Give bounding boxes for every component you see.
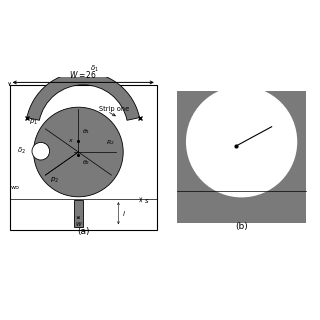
Bar — [74, 200, 83, 227]
Circle shape — [186, 86, 297, 197]
Text: $p_1$: $p_1$ — [29, 118, 38, 127]
Text: $s$: $s$ — [144, 197, 149, 205]
Text: $w$: $w$ — [75, 220, 82, 228]
Text: $p_2$: $p_2$ — [50, 176, 59, 185]
Text: $R_2$: $R_2$ — [106, 138, 114, 147]
Text: $x$: $x$ — [68, 137, 74, 143]
Text: wo: wo — [11, 185, 20, 190]
Circle shape — [32, 142, 50, 160]
Text: $l$: $l$ — [122, 209, 125, 218]
Text: $W = 26$: $W = 26$ — [69, 69, 97, 80]
Text: (b): (b) — [235, 222, 248, 231]
Text: (a): (a) — [77, 227, 90, 236]
Text: $\theta_2$: $\theta_2$ — [82, 158, 90, 167]
Bar — [177, 91, 306, 223]
Text: $\delta_1$: $\delta_1$ — [90, 64, 99, 74]
Text: Strip one: Strip one — [99, 106, 130, 112]
Circle shape — [34, 107, 123, 197]
Text: $\delta_2$: $\delta_2$ — [17, 146, 26, 156]
Wedge shape — [27, 72, 140, 120]
Text: $\theta_1$: $\theta_1$ — [82, 127, 90, 136]
